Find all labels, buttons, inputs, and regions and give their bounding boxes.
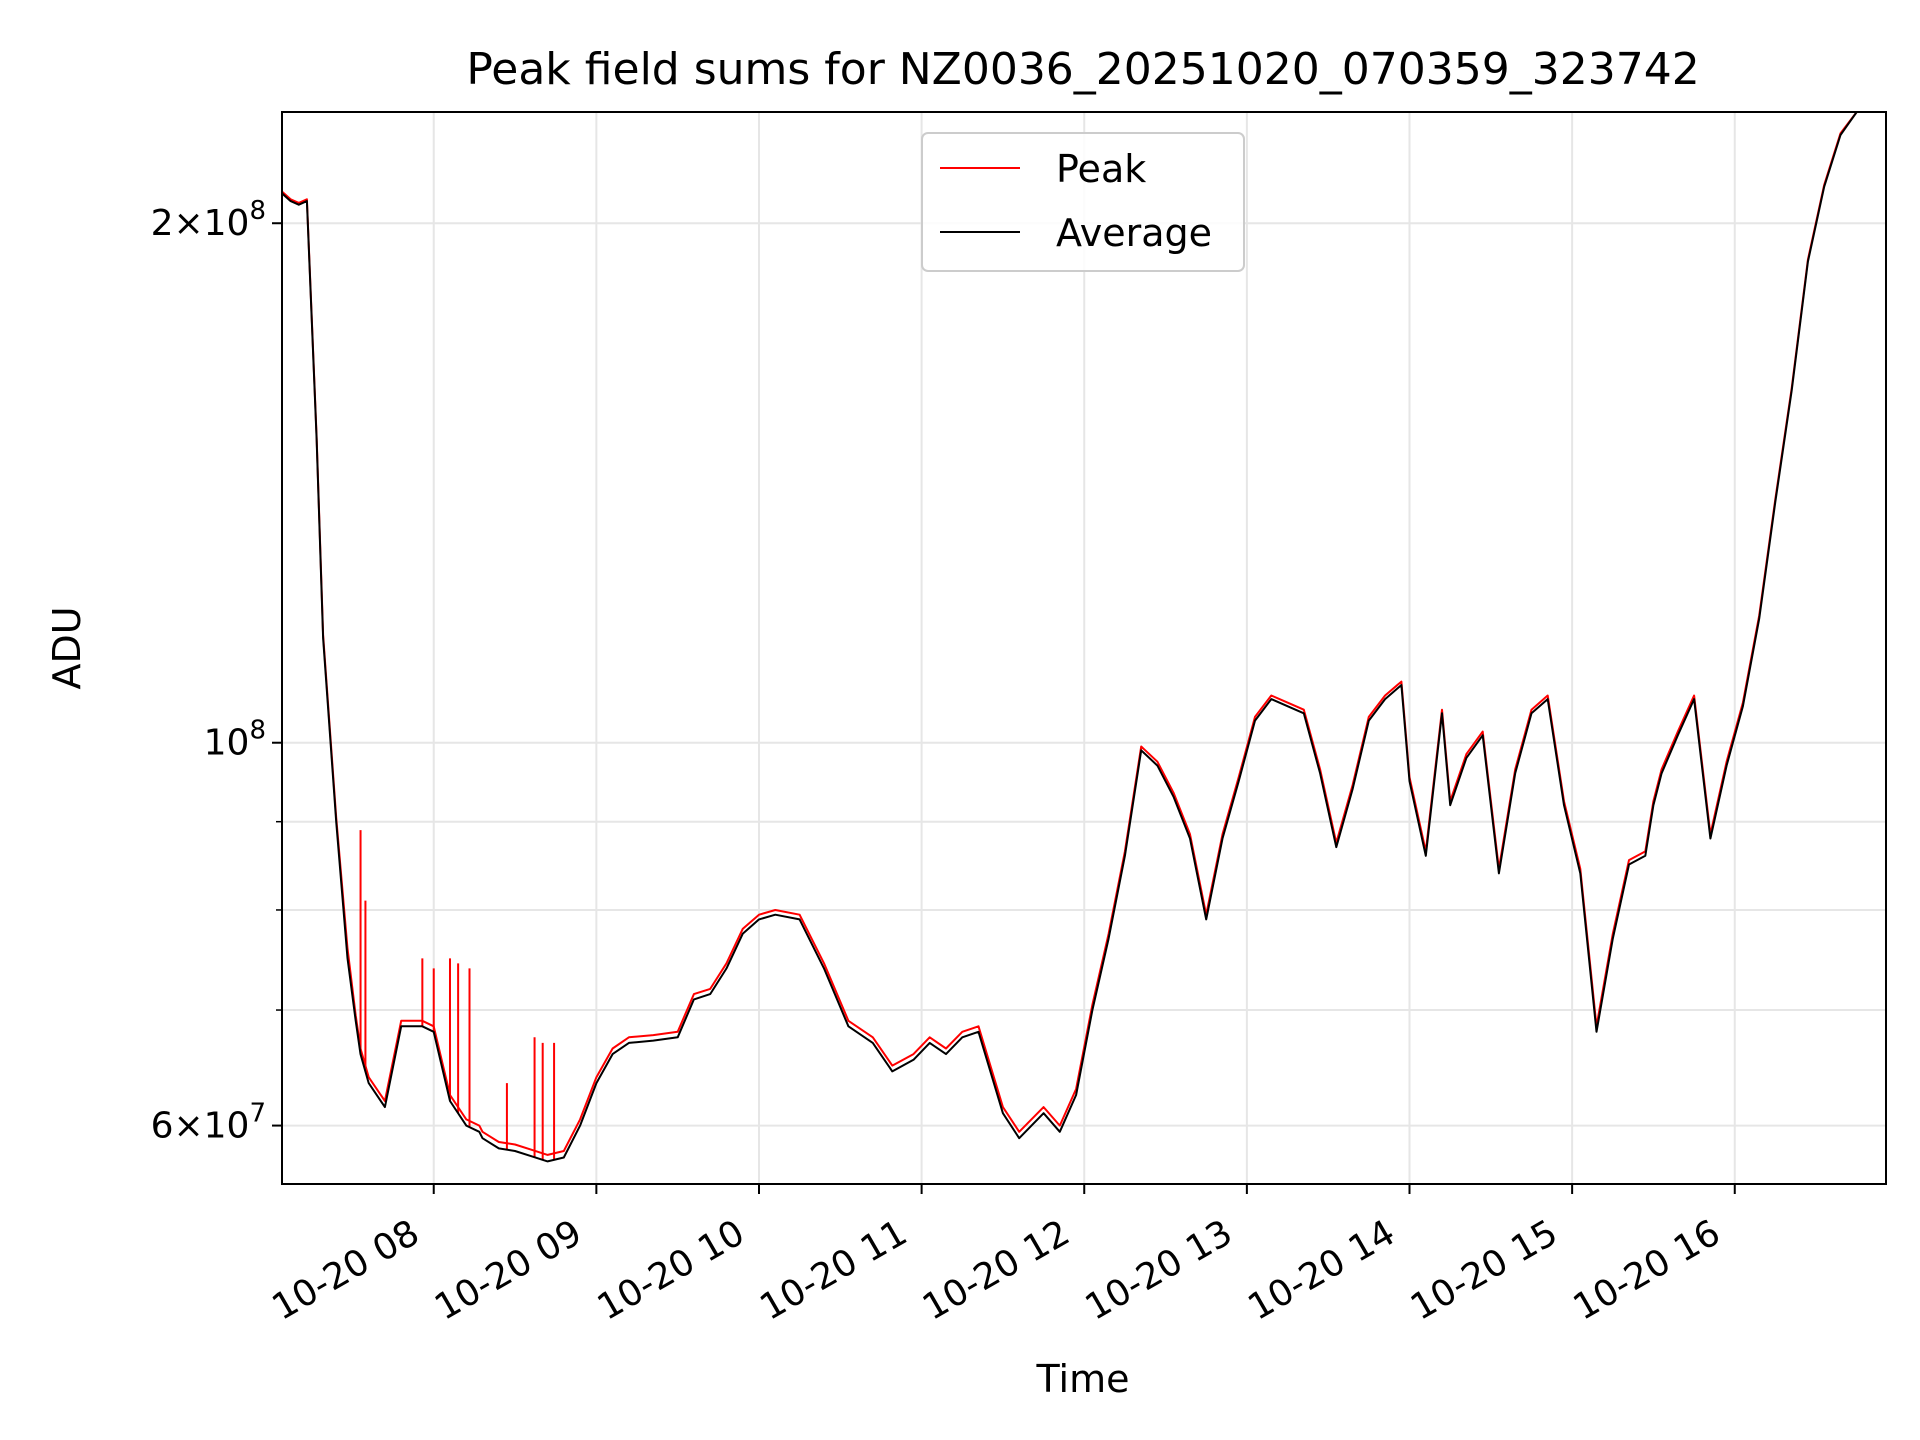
- y-tick-times-sign: ×: [173, 203, 203, 244]
- y-tick-mantissa: 6: [151, 1106, 174, 1147]
- y-tick-times-sign: ×: [173, 1106, 203, 1147]
- y-tick-label: 6×107: [151, 1099, 266, 1147]
- grid: [282, 112, 1886, 1184]
- y-tick-exponent: 7: [249, 1099, 266, 1129]
- average-series-line: [282, 112, 1886, 1163]
- legend: Peak Average: [921, 132, 1245, 272]
- series-layer: [282, 112, 1886, 1163]
- y-tick-exponent: 8: [249, 196, 266, 226]
- chart-title: Peak field sums for NZ0036_20251020_0703…: [466, 44, 1699, 95]
- y-axis-label: ADU: [45, 606, 89, 689]
- y-tick-base: 10: [204, 203, 250, 244]
- x-axis-label: Time: [1036, 1357, 1130, 1401]
- y-tick-exponent: 8: [249, 716, 266, 746]
- y-tick-base: 10: [204, 1106, 250, 1147]
- y-tick-mantissa: 2: [151, 203, 174, 244]
- y-tick-label: 108: [204, 716, 266, 764]
- y-tick-base: 10: [204, 723, 250, 764]
- legend-peak-label: Peak: [1056, 147, 1146, 191]
- legend-average-label: Average: [1056, 211, 1212, 255]
- y-tick-label: 2×108: [151, 196, 266, 244]
